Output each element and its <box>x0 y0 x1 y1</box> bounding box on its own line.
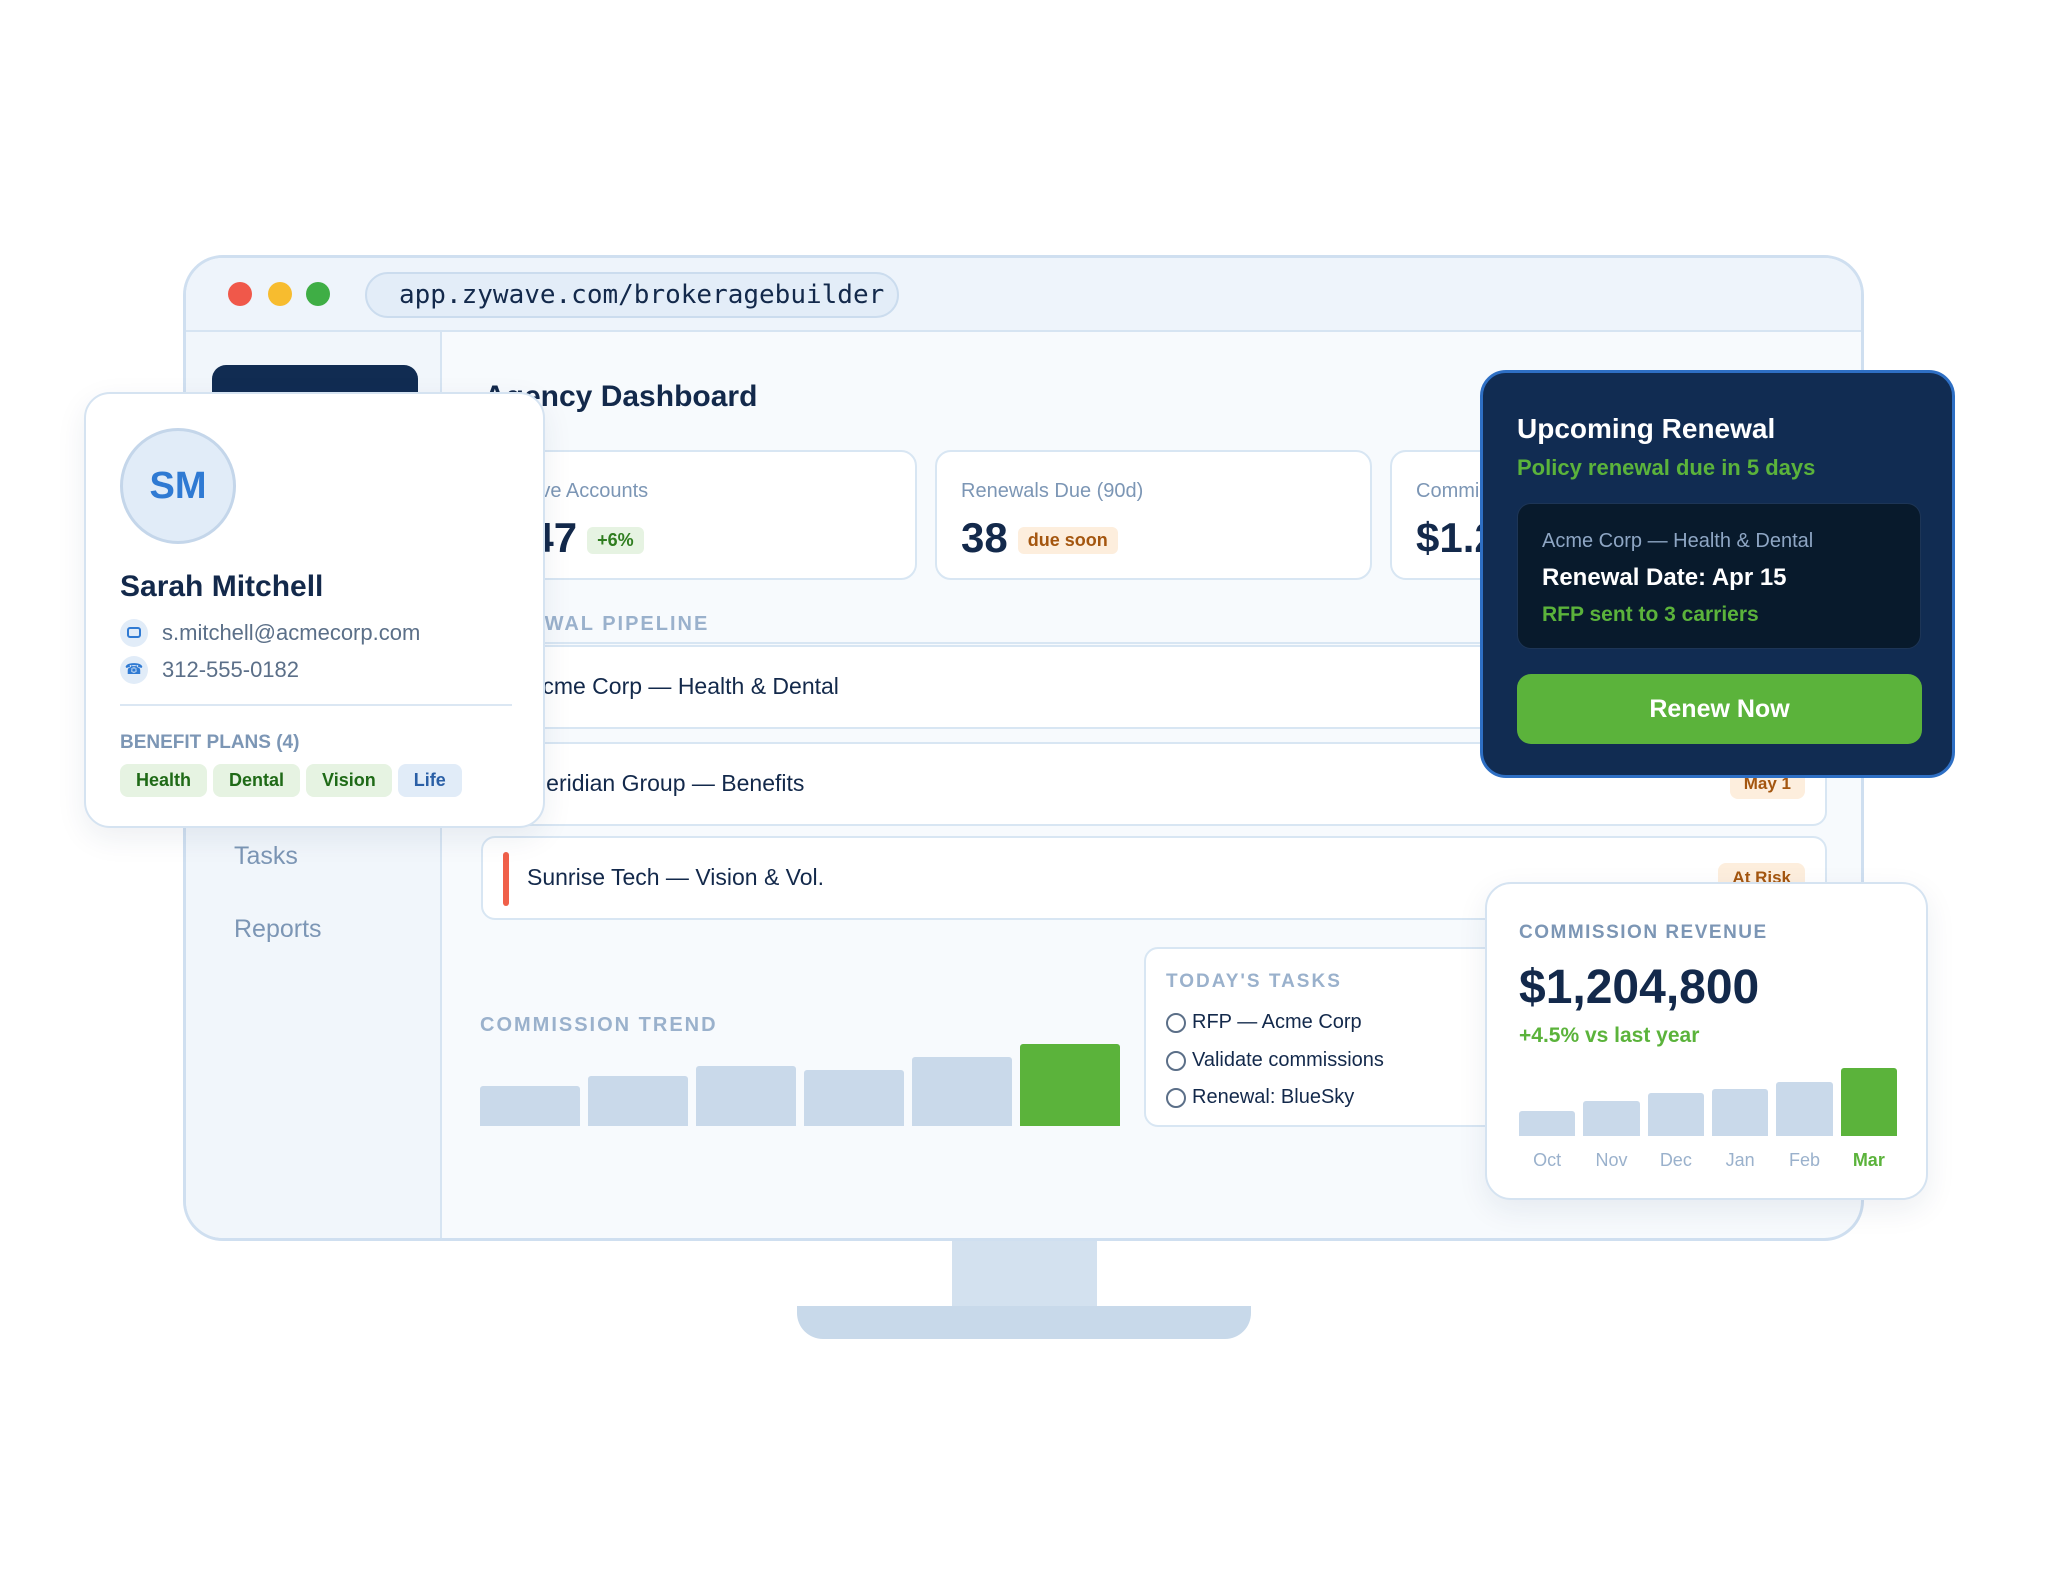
renewal-account: Acme Corp — Health & Dental <box>1542 530 1814 552</box>
contact-name: Sarah Mitchell <box>120 570 324 603</box>
plan-chip-dental: Dental <box>213 764 301 797</box>
divider <box>481 642 1827 644</box>
upcoming-renewal-card: Upcoming Renewal Policy renewal due in 5… <box>1480 370 1955 778</box>
kpi-label: Renewals Due (90d) <box>961 480 1144 502</box>
bar <box>1519 1111 1576 1136</box>
monitor-stand-neck <box>952 1241 1097 1307</box>
status-bar <box>503 852 509 906</box>
plan-chip-vision: Vision <box>306 764 392 797</box>
month-label: Dec <box>1659 1150 1692 1170</box>
row-name: Acme Corp — Health & Dental <box>527 673 839 699</box>
kpi-value: 38 <box>961 514 1008 561</box>
task-label: Renewal: BlueSky <box>1192 1086 1355 1108</box>
divider <box>120 704 512 706</box>
phone-icon: ☎ <box>120 656 148 684</box>
month-label: Feb <box>1788 1150 1820 1170</box>
maximize-window-button[interactable] <box>306 282 330 306</box>
month-label: Oct <box>1533 1150 1562 1170</box>
renewal-date: Renewal Date: Apr 15 <box>1542 564 1787 591</box>
bar <box>804 1070 904 1126</box>
plan-chip-life: Life <box>397 764 462 797</box>
renew-now-button[interactable]: Renew Now <box>1517 674 1922 744</box>
benefit-plans-label: BENEFIT PLANS (4) <box>120 732 300 753</box>
task-label: Validate commissions <box>1192 1049 1384 1071</box>
commission-revenue-card: COMMISSION REVENUE $1,204,800 +4.5% vs l… <box>1485 882 1928 1200</box>
avatar: SM <box>120 428 236 544</box>
url-bar[interactable]: app.zywave.com/brokeragebuilder <box>365 272 899 318</box>
row-name: Meridian Group — Benefits <box>527 770 805 796</box>
renewal-detail-box: Acme Corp — Health & Dental Renewal Date… <box>1517 503 1921 649</box>
commission-revenue-chart: Oct Nov Dec Jan Feb Mar <box>1519 1052 1897 1170</box>
trend-title: COMMISSION TREND <box>480 1014 718 1036</box>
bar <box>696 1066 796 1126</box>
task-label: RFP — Acme Corp <box>1192 1011 1362 1033</box>
sidebar-item-tasks[interactable]: Tasks <box>234 842 298 870</box>
renewal-title: Upcoming Renewal <box>1517 413 1776 444</box>
month-label: Mar <box>1852 1150 1885 1170</box>
row-name: Sunrise Tech — Vision & Vol. <box>527 864 825 890</box>
bar <box>912 1057 1012 1126</box>
kpi-renewals-due: Renewals Due (90d) 38 due soon <box>935 450 1372 580</box>
kpi-active-accounts: Active Accounts 247+6% <box>481 450 917 580</box>
sidebar-item-reports[interactable]: Reports <box>234 915 322 943</box>
renewal-status: RFP sent to 3 carriers <box>1542 603 1759 626</box>
renewal-subtitle: Policy renewal due in 5 days <box>1517 455 1816 480</box>
revenue-title: COMMISSION REVENUE <box>1519 922 1768 943</box>
due-soon-badge: due soon <box>1017 527 1118 555</box>
contact-profile-card: SM Sarah Mitchell s.mitchell@acmecorp.co… <box>84 392 545 828</box>
revenue-value: $1,204,800 <box>1519 961 1760 1014</box>
contact-phone[interactable]: 312-555-0182 <box>162 657 300 682</box>
todays-tasks-card: TODAY'S TASKS RFP — Acme Corp Validate c… <box>1144 947 1504 1127</box>
task-item[interactable]: Validate commissions <box>1166 1049 1384 1072</box>
bar <box>1583 1100 1640 1136</box>
bar <box>1776 1082 1833 1136</box>
bar <box>588 1075 688 1126</box>
revenue-change: +4.5% vs last year <box>1519 1024 1700 1047</box>
monitor-stand-base <box>797 1306 1251 1339</box>
checkbox-icon[interactable] <box>1166 1050 1186 1071</box>
month-label: Nov <box>1595 1150 1628 1170</box>
commission-trend-chart <box>480 1018 1120 1126</box>
browser-titlebar: app.zywave.com/brokeragebuilder <box>186 258 1861 332</box>
tasks-title: TODAY'S TASKS <box>1166 971 1342 992</box>
task-item[interactable]: Renewal: BlueSky <box>1166 1086 1354 1109</box>
close-window-button[interactable] <box>228 282 252 306</box>
bar <box>1647 1092 1704 1136</box>
checkbox-icon[interactable] <box>1166 1012 1186 1033</box>
task-item[interactable]: RFP — Acme Corp <box>1166 1011 1362 1034</box>
plan-chip-health: Health <box>120 764 208 797</box>
benefit-plan-chips: Health Dental Vision Life <box>120 764 468 797</box>
email-icon <box>120 619 148 647</box>
bar <box>1840 1068 1897 1136</box>
month-label: Jan <box>1725 1150 1755 1170</box>
bar <box>480 1086 580 1126</box>
bar <box>1712 1088 1769 1136</box>
bar <box>1020 1044 1120 1126</box>
contact-email[interactable]: s.mitchell@acmecorp.com <box>162 620 421 645</box>
minimize-window-button[interactable] <box>268 282 292 306</box>
growth-badge: +6% <box>587 527 644 555</box>
checkbox-icon[interactable] <box>1166 1087 1186 1108</box>
